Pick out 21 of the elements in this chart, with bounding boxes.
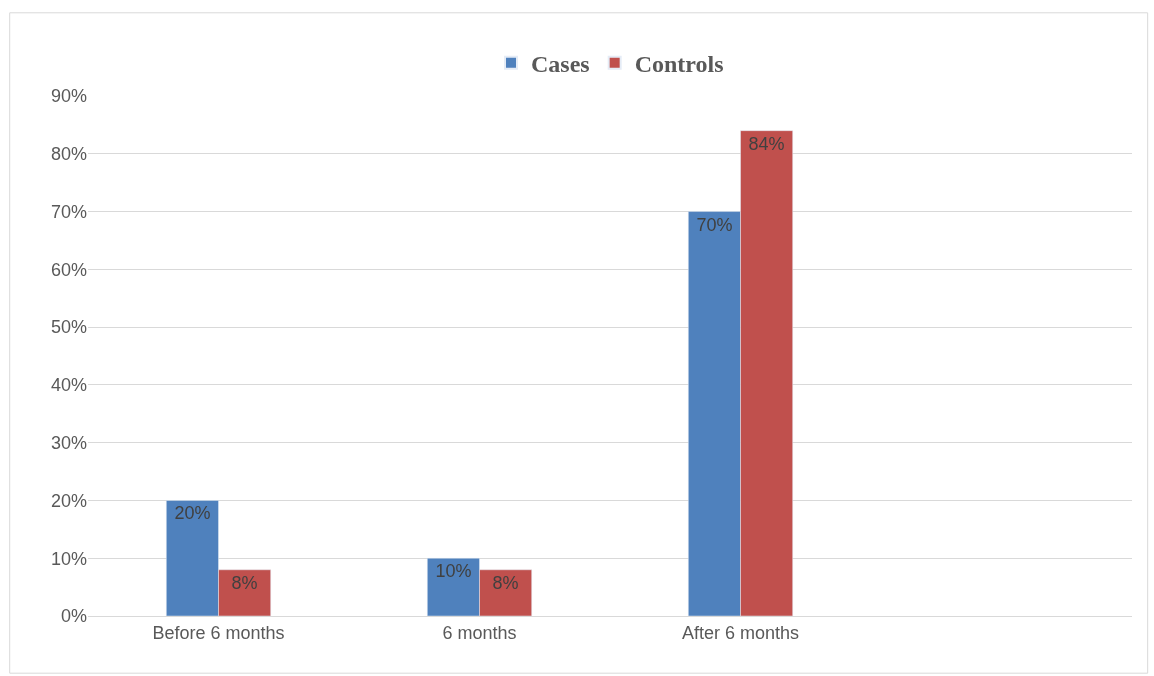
data-label: 20% [174, 503, 211, 524]
x-tick-label: After 6 months [681, 622, 800, 643]
y-tick-label: 60% [50, 259, 87, 280]
y-tick-label: 30% [50, 432, 87, 453]
y-tick-label: 90% [50, 86, 87, 107]
data-label: 84% [748, 133, 785, 154]
y-tick-label: 80% [50, 144, 87, 165]
x-tick-label: 6 months [442, 622, 517, 643]
y-tick-label: 40% [50, 375, 87, 396]
x-tick-label: Before 6 months [152, 622, 285, 643]
legend-label: Controls [634, 51, 724, 78]
y-tick-label: 0% [60, 606, 87, 627]
data-label: 8% [492, 572, 519, 593]
data-label: 10% [435, 561, 472, 582]
y-tick-label: 20% [50, 490, 87, 511]
y-tick-label: 10% [50, 548, 87, 569]
legend-label: Cases [531, 51, 590, 78]
data-label: 8% [231, 572, 258, 593]
y-tick-label: 70% [50, 201, 87, 222]
y-tick-label: 50% [50, 317, 87, 338]
data-label: 70% [696, 214, 733, 235]
